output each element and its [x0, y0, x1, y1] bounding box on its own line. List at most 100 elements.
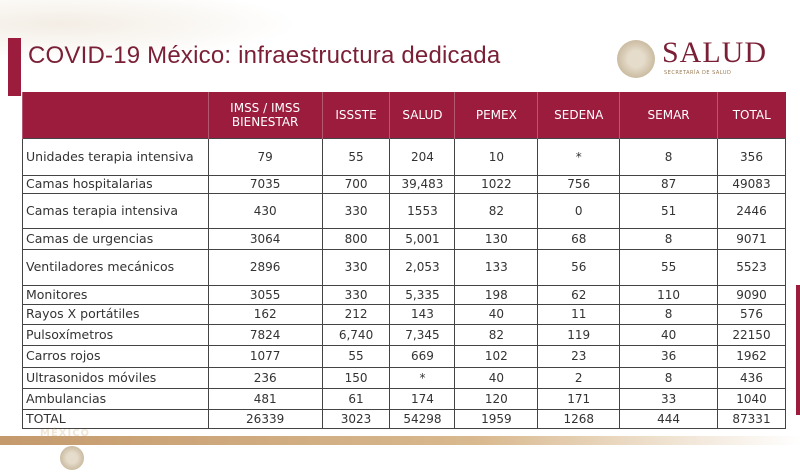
table-cell: 11	[537, 303, 621, 325]
infrastructure-table: IMSS / IMSS BIENESTAR ISSSTE SALUD PEMEX SED…	[22, 92, 786, 429]
column-header: SEMAR	[619, 92, 718, 138]
table-row: Camas de urgencias 3064 800 5,001 130 68 8 9071	[22, 227, 786, 250]
table-cell: 51	[619, 192, 719, 229]
table-cell: 7035	[207, 174, 323, 194]
table-cell: 9090	[717, 284, 786, 305]
table-cell: 444	[619, 408, 719, 429]
table-cell: 8	[619, 366, 719, 389]
column-header: PEMEX	[454, 92, 538, 138]
table-cell: 49083	[717, 174, 786, 194]
table-row: Monitores 3055 330 5,335 198 62 110 9090	[22, 284, 786, 305]
table-cell: 330	[321, 248, 391, 286]
table-cell: 1040	[717, 387, 786, 410]
table-cell: 1077	[207, 344, 323, 368]
mexico-logo: MÉXICO	[40, 428, 91, 439]
table-cell: 54298	[389, 408, 456, 429]
table-cell: 5523	[717, 248, 786, 286]
table-cell: 212	[321, 303, 391, 325]
table-cell: 204	[389, 137, 456, 176]
title-accent-bar	[8, 38, 21, 96]
table-cell: 171	[537, 387, 621, 410]
row-label: Rayos X portátiles	[22, 303, 209, 325]
salud-logo: SALUD	[662, 36, 768, 69]
table-cell: 119	[537, 323, 621, 346]
table-row: Carros rojos 1077 55 669 102 23 36 1962	[22, 344, 786, 368]
table-cell: 430	[207, 192, 323, 229]
table-cell: 3023	[321, 408, 391, 429]
table-cell: 55	[619, 248, 719, 286]
table-cell: 40	[619, 323, 719, 346]
table-cell: 26339	[207, 408, 323, 429]
salud-logo-subtitle: SECRETARÍA DE SALUD	[664, 70, 732, 76]
table-cell: 143	[389, 303, 456, 325]
table-cell: 68	[537, 227, 621, 250]
table-cell: 62	[537, 284, 621, 305]
footer-seal-icon	[60, 446, 84, 470]
table-cell: 756	[537, 174, 621, 194]
table-cell: 800	[321, 227, 391, 250]
row-label: Pulsoxímetros	[22, 323, 209, 346]
table-cell: 1022	[454, 174, 539, 194]
table-cell: 8	[619, 227, 719, 250]
table-cell: 481	[207, 387, 323, 410]
table-cell: 1553	[389, 192, 456, 229]
row-label: Ambulancias	[22, 387, 209, 410]
footer-gold-bar	[0, 436, 800, 445]
table-cell: 576	[717, 303, 786, 325]
table-cell: 2896	[207, 248, 323, 286]
row-label: Unidades terapia intensiva	[22, 137, 209, 176]
row-label: Camas de urgencias	[22, 227, 209, 250]
background-watermark	[0, 0, 300, 60]
table-cell: 2,053	[389, 248, 456, 286]
table-cell: 0	[537, 192, 621, 229]
table-cell: 162	[207, 303, 323, 325]
table-cell: *	[537, 137, 621, 176]
table-cell: 6,740	[321, 323, 391, 346]
table-cell: 198	[454, 284, 539, 305]
table-cell: 82	[454, 323, 539, 346]
total-row: TOTAL 26339 3023 54298 1959 1268 444 87331	[22, 408, 786, 429]
table-row: Rayos X portátiles 162 212 143 40 11 8 576	[22, 303, 786, 325]
table-cell: 55	[321, 344, 391, 368]
table-cell: 5,335	[389, 284, 456, 305]
table-cell: 9071	[717, 227, 786, 250]
table-cell: 61	[321, 387, 391, 410]
table-cell: 150	[321, 366, 391, 389]
table-row: Ambulancias 481 61 174 120 171 33 1040	[22, 387, 786, 410]
table-cell: 356	[717, 137, 786, 176]
table-cell: 87331	[717, 408, 786, 429]
table-cell: 1959	[454, 408, 539, 429]
table-row: Camas terapia intensiva 430 330 1553 82 0 51 24…	[22, 192, 786, 229]
table-cell: 39,483	[389, 174, 456, 194]
table-cell: 56	[537, 248, 621, 286]
table-row: Camas hospitalarias 7035 700 39,483 1022 756 8…	[22, 174, 786, 194]
table-cell: 10	[454, 137, 539, 176]
table-cell: 55	[321, 137, 391, 176]
table-row: Unidades terapia intensiva 79 55 204 10 * 8 356	[22, 137, 786, 176]
column-header: SALUD	[389, 92, 455, 138]
row-label: TOTAL	[22, 408, 209, 429]
table-cell: 236	[207, 366, 323, 389]
table-cell: 133	[454, 248, 539, 286]
row-label: Ultrasonidos móviles	[22, 366, 209, 389]
column-header: SEDENA	[537, 92, 620, 138]
table-cell: 40	[454, 303, 539, 325]
column-header: ISSSTE	[321, 92, 390, 138]
table-cell: 7824	[207, 323, 323, 346]
table-cell: 40	[454, 366, 539, 389]
table-cell: 5,001	[389, 227, 456, 250]
table-header-row: IMSS / IMSS BIENESTAR ISSSTE SALUD PEMEX SED…	[22, 92, 786, 138]
table-cell: *	[389, 366, 456, 389]
table-row: Ultrasonidos móviles 236 150 * 40 2 8 436	[22, 366, 786, 389]
table-cell: 87	[619, 174, 719, 194]
table-cell: 330	[321, 284, 391, 305]
table-cell: 700	[321, 174, 391, 194]
table-cell: 3055	[207, 284, 323, 305]
table-cell: 23	[537, 344, 621, 368]
table-cell: 1962	[717, 344, 786, 368]
row-label: Carros rojos	[22, 344, 209, 368]
right-accent-bar	[796, 285, 800, 415]
table-cell: 2446	[717, 192, 786, 229]
table-cell: 36	[619, 344, 719, 368]
table-row: Ventiladores mecánicos 2896 330 2,053 133 56 5…	[22, 248, 786, 286]
